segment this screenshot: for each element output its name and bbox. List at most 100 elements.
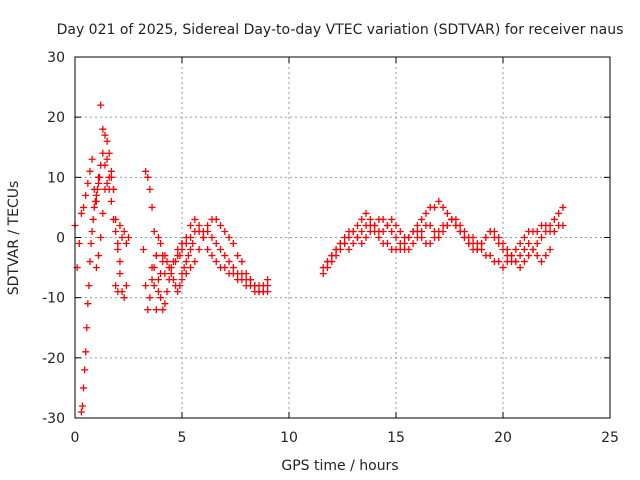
data-point: [212, 240, 220, 248]
data-point: [187, 246, 195, 254]
data-point: [208, 252, 216, 260]
data-point: [146, 185, 154, 193]
data-points: [71, 101, 567, 416]
data-point: [264, 276, 272, 284]
data-point: [490, 234, 498, 241]
data-point: [110, 185, 118, 193]
data-point: [101, 185, 109, 193]
data-point: [92, 264, 100, 272]
x-tick-label: 15: [387, 430, 405, 446]
data-point: [358, 240, 366, 248]
data-point: [422, 209, 430, 217]
data-point: [159, 306, 167, 314]
data-point: [465, 240, 473, 248]
data-point: [341, 240, 349, 248]
data-point: [546, 221, 554, 229]
data-point: [92, 191, 100, 199]
data-point: [161, 300, 169, 308]
data-point: [396, 246, 404, 254]
data-point: [184, 252, 192, 260]
data-point: [95, 179, 103, 187]
data-point: [401, 240, 409, 248]
data-point: [221, 252, 229, 260]
series-early-e: [139, 234, 169, 314]
data-point: [409, 240, 417, 248]
data-point: [125, 234, 132, 241]
data-point: [392, 234, 400, 241]
x-tick-label: 10: [280, 430, 298, 446]
data-point: [148, 264, 156, 272]
data-point: [187, 234, 195, 241]
data-point: [486, 227, 494, 235]
data-point: [148, 276, 156, 284]
data-point: [75, 240, 83, 248]
series-afternoon-c: [324, 215, 554, 266]
data-point: [225, 258, 233, 266]
data-point: [324, 258, 332, 266]
data-point: [90, 203, 98, 211]
data-point: [426, 240, 434, 248]
data-point: [525, 240, 533, 248]
data-point: [120, 227, 128, 235]
data-point: [362, 209, 370, 217]
y-tick-label: -20: [42, 351, 65, 367]
data-point: [89, 215, 97, 223]
data-point: [383, 221, 391, 229]
data-point: [217, 221, 225, 229]
data-point: [388, 215, 396, 223]
data-point: [182, 240, 190, 248]
data-point: [178, 276, 186, 284]
data-point: [180, 264, 188, 272]
data-point: [176, 252, 184, 260]
data-point: [559, 221, 567, 229]
data-point: [328, 252, 336, 260]
data-point: [516, 264, 524, 272]
data-point: [187, 221, 195, 229]
data-point: [157, 294, 165, 302]
data-point: [238, 270, 246, 278]
data-point: [473, 246, 481, 254]
data-point: [97, 161, 105, 169]
data-point: [195, 221, 203, 229]
data-point: [358, 215, 366, 223]
x-axis-label: GPS time / hours: [281, 458, 398, 474]
data-point: [533, 240, 541, 248]
data-point: [559, 203, 567, 211]
data-point: [163, 258, 171, 266]
data-point: [122, 240, 130, 248]
data-point: [105, 149, 113, 157]
data-point: [154, 234, 162, 241]
data-point: [555, 209, 563, 217]
data-point: [375, 234, 383, 241]
series-early-a: [71, 101, 132, 296]
data-point: [542, 227, 550, 235]
data-point: [148, 203, 156, 211]
data-point: [87, 240, 95, 248]
data-point: [542, 252, 550, 260]
data-point: [431, 203, 439, 211]
data-point: [157, 240, 165, 248]
data-point: [88, 227, 96, 235]
x-axis-ticks: 0 5 10 15 20 25: [71, 57, 619, 446]
data-point: [88, 155, 96, 163]
data-point: [379, 215, 387, 223]
data-point: [107, 197, 115, 205]
data-point: [495, 258, 503, 266]
data-point: [499, 246, 507, 254]
data-point: [142, 167, 150, 175]
data-point: [221, 264, 229, 272]
data-point: [512, 246, 520, 254]
data-point: [154, 276, 162, 284]
data-point: [176, 282, 184, 290]
data-point: [118, 234, 126, 241]
data-point: [165, 264, 173, 272]
data-point: [195, 246, 203, 254]
data-point: [431, 234, 439, 241]
data-point: [116, 221, 124, 229]
data-point: [139, 246, 147, 254]
data-point: [353, 234, 361, 241]
data-point: [482, 234, 490, 241]
data-point: [413, 227, 421, 235]
data-point: [499, 264, 507, 272]
data-point: [86, 258, 94, 266]
